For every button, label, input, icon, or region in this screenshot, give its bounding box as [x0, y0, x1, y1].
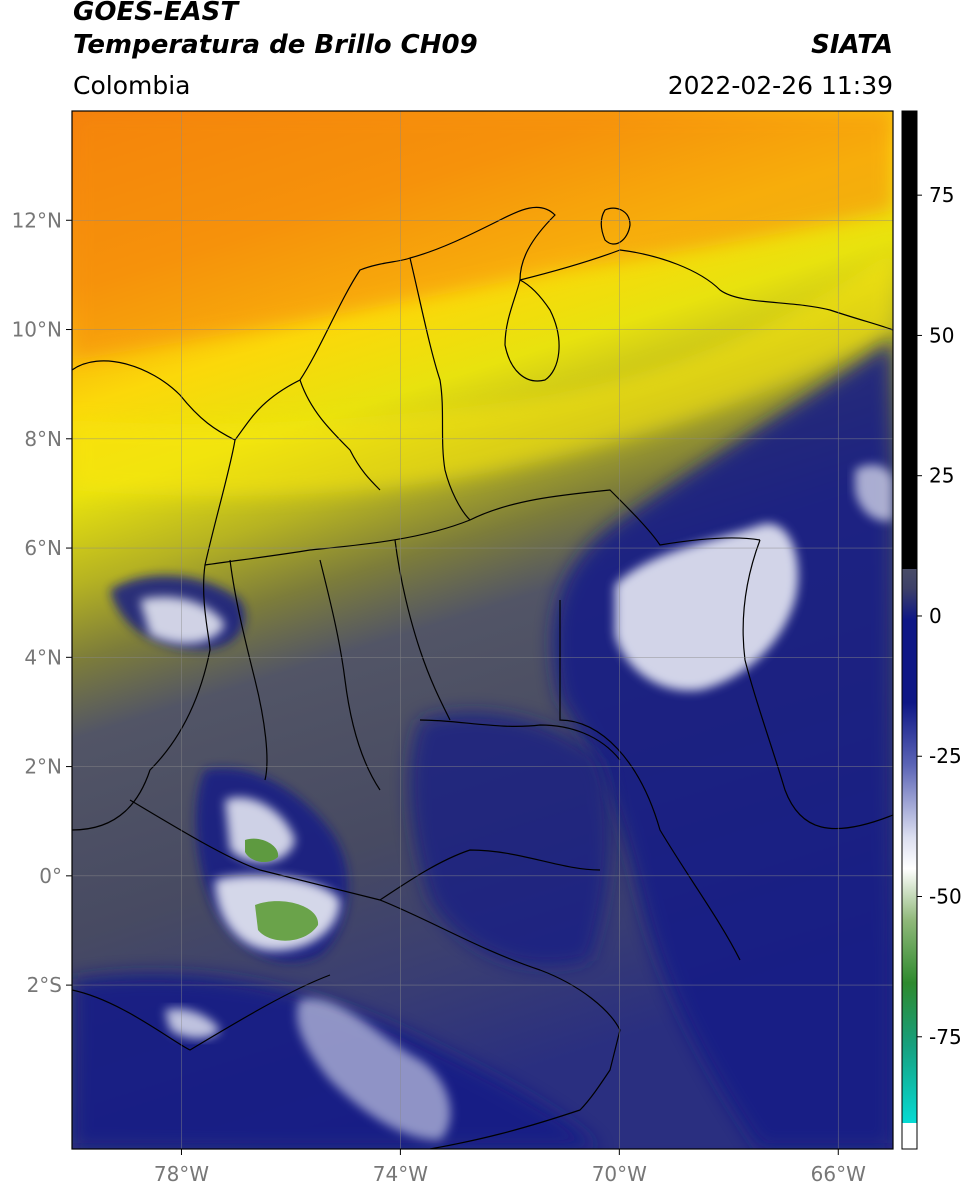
- coastlines-borders: [72, 206, 893, 1149]
- longitude-axis: 78°W 74°W 70°W 66°W: [154, 1149, 866, 1186]
- lat-tick-label: 6°N: [24, 536, 62, 560]
- cloud-cell-south: [296, 998, 451, 1140]
- cloud-cell-southwest-1: [225, 797, 295, 863]
- colorbar-tick-label: 50: [929, 323, 954, 347]
- colorbar-tick-label: 25: [929, 464, 954, 488]
- colorbar-tick-label: -50: [929, 885, 962, 909]
- colorbar-bottom-white: [902, 1123, 917, 1149]
- datetime-label: 2022-02-26 11:39: [667, 71, 893, 100]
- latitude-axis: 12°N 10°N 8°N 6°N 4°N 2°N 0° 2°S: [12, 208, 72, 997]
- brand-label: SIATA: [811, 30, 893, 60]
- lon-tick-label: 70°W: [592, 1162, 647, 1186]
- lat-tick-label: 10°N: [12, 318, 62, 342]
- lat-tick-label: 12°N: [12, 208, 62, 232]
- warm-region: [72, 111, 893, 360]
- lat-tick-label: 2°N: [24, 755, 62, 779]
- lon-tick-label: 78°W: [154, 1162, 209, 1186]
- yellow-band: [72, 250, 893, 496]
- colorbar-frame: [901, 110, 918, 1150]
- colorbar-tick-label: -25: [929, 744, 962, 768]
- colorbar-ticks: 75 50 25 0 -25 -50 -75: [917, 183, 962, 1049]
- lon-tick-label: 66°W: [811, 1162, 866, 1186]
- gridlines: [72, 111, 893, 1149]
- colorbar-tick-label: 75: [929, 183, 954, 207]
- navy-region-east: [552, 340, 893, 1149]
- navy-region-center: [409, 712, 611, 967]
- colorbar-top-black: [902, 111, 917, 569]
- satellite-title: GOES-EAST: [73, 0, 239, 27]
- cloud-cell-northeast: [855, 464, 893, 521]
- green-core-1: [245, 838, 279, 863]
- colorbar-tick-label: 0: [929, 604, 942, 628]
- lon-tick-label: 74°W: [373, 1162, 428, 1186]
- lat-tick-label: 0°: [39, 864, 62, 888]
- product-title: Temperatura de Brillo CH09: [73, 30, 478, 60]
- lat-tick-label: 8°N: [24, 427, 62, 451]
- region-label: Colombia: [73, 71, 191, 100]
- colorbar-tick-label: -75: [929, 1025, 962, 1049]
- map-frame: [71, 110, 894, 1150]
- cloud-cell-southwest-3: [165, 1008, 220, 1039]
- cloud-cell-west: [140, 596, 225, 644]
- lat-tick-label: 2°S: [27, 973, 62, 997]
- green-core-2: [255, 901, 319, 941]
- lat-tick-label: 4°N: [24, 645, 62, 669]
